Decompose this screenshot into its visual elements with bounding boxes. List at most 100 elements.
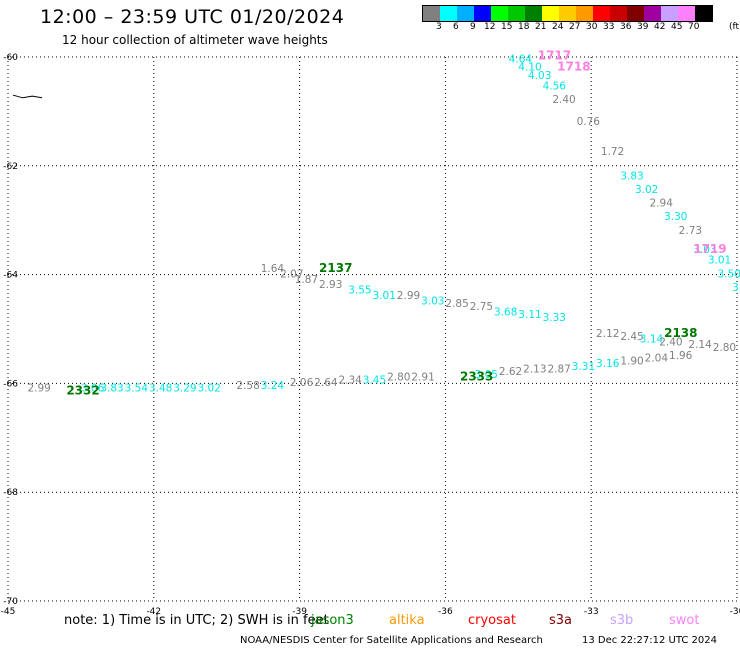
swh-label: 1.87 xyxy=(295,274,318,286)
time-label: 2137 xyxy=(319,261,352,275)
swh-label: 4.10 xyxy=(518,62,541,74)
chart-title: 12:00 – 23:59 UTC 01/20/2024 xyxy=(40,6,345,28)
y-tick-label: -60 xyxy=(3,53,18,63)
sat-jason3: jason3 xyxy=(311,613,354,628)
swh-label: 2.91 xyxy=(411,372,434,384)
sat-s3b: s3b xyxy=(610,613,634,628)
time-label: 2333 xyxy=(460,370,493,384)
swh-label: 3.83 xyxy=(100,383,123,395)
swh-label: 1.96 xyxy=(669,350,693,362)
swh-label: 3.48 xyxy=(149,383,172,395)
swh-label: 1.90 xyxy=(620,355,643,367)
swh-label: 2.14 xyxy=(688,339,712,351)
y-tick-label: -62 xyxy=(3,162,18,172)
swh-label: 2.73 xyxy=(679,225,702,237)
swh-label: 4.64 xyxy=(509,53,533,65)
sat-cryosat: cryosat xyxy=(468,613,516,628)
footer-note: note: 1) Time is in UTC; 2) SWH is in fe… xyxy=(64,613,329,628)
swh-label: 2.85 xyxy=(445,298,468,310)
swh-label: 2.07 xyxy=(280,268,303,280)
swh-label: 3.02 xyxy=(198,383,221,395)
colorbar-tick-label: 18 xyxy=(518,22,530,32)
swh-label: 1.64 xyxy=(261,263,285,275)
time-label: 1717 xyxy=(538,49,571,63)
colorbar-swatch xyxy=(474,6,491,21)
swh-label: 2.04 xyxy=(645,353,669,365)
generated-date: 13 Dec 22:27:12 UTC 2024 xyxy=(582,635,717,646)
colorbar-tick-label: 6 xyxy=(453,22,459,32)
swh-label: 2.40 xyxy=(552,94,575,106)
swh-label: 3.16 xyxy=(596,358,620,370)
colorbar-tick-label: 70 xyxy=(688,22,700,32)
swh-label: 3.83 xyxy=(620,170,643,182)
colorbar-tick-label: 3 xyxy=(436,22,442,32)
time-label: 2332 xyxy=(66,383,99,397)
y-tick-label: -68 xyxy=(3,488,18,498)
swh-label: 3.29 xyxy=(173,383,196,395)
swh-label: 2.99 xyxy=(397,290,420,302)
colorbar-swatch xyxy=(423,6,440,21)
colorbar-tick-label: 21 xyxy=(535,22,547,32)
colorbar-swatch xyxy=(508,6,525,21)
swh-label: 0.76 xyxy=(577,116,601,128)
sat-s3a: s3a xyxy=(549,613,573,628)
swh-label: 2.34 xyxy=(338,374,362,386)
colorbar-swatch xyxy=(491,6,508,21)
swh-label: 2.58 xyxy=(236,380,259,392)
swh-label: 3.55 xyxy=(348,285,371,297)
swh-label: 3.24 xyxy=(261,380,285,392)
colorbar-tick-label: 42 xyxy=(654,22,666,32)
colorbar-tick-label: 24 xyxy=(552,22,564,32)
colorbar-swatch xyxy=(542,6,559,21)
colorbar-swatch xyxy=(610,6,627,21)
colorbar-swatch xyxy=(576,6,593,21)
coastline xyxy=(12,94,43,99)
swh-label: 3.02 xyxy=(635,184,658,196)
sat-swot: swot xyxy=(669,613,700,628)
x-tick-label: -36 xyxy=(438,607,453,617)
swh-label: 2.40 xyxy=(659,336,682,348)
swh-label: 3.33 xyxy=(543,312,566,324)
swh-label: 2.64 xyxy=(314,377,338,389)
swh-label: 3.03 xyxy=(693,244,716,256)
colorbar-tick-label: 36 xyxy=(620,22,632,32)
colorbar-unit: (ft) xyxy=(729,22,740,32)
swh-label: 2.75 xyxy=(470,301,493,313)
y-tick-label: -64 xyxy=(3,271,18,281)
colorbar-swatch xyxy=(593,6,610,21)
swh-label: 3.54 xyxy=(125,383,149,395)
swh-label: 4.56 xyxy=(543,81,567,93)
swh-label: 3.49 xyxy=(732,282,740,294)
sat-altika: altika xyxy=(389,613,425,628)
time-label: 1719 xyxy=(693,242,726,256)
swh-label: 2.80 xyxy=(713,342,736,354)
x-tick-label: -39 xyxy=(292,607,307,617)
swh-label: 4.03 xyxy=(528,70,551,82)
swh-label: 2.99 xyxy=(27,383,50,395)
swh-label: 3.50 xyxy=(718,268,740,280)
chart-subtitle: 12 hour collection of altimeter wave hei… xyxy=(62,33,328,47)
swh-label: 2.87 xyxy=(547,364,570,376)
swh-label: 2.45 xyxy=(620,331,643,343)
y-tick-label: -66 xyxy=(3,379,18,389)
colorbar-swatch xyxy=(678,6,695,21)
colorbar-swatch xyxy=(457,6,474,21)
colorbar-tick-label: 15 xyxy=(501,22,513,32)
x-tick-label: -45 xyxy=(1,607,16,617)
colorbar-tick-label: 30 xyxy=(586,22,598,32)
colorbar-tick-label: 27 xyxy=(569,22,581,32)
swh-label: 2.13 xyxy=(523,364,546,376)
y-tick-label: -70 xyxy=(3,597,18,607)
swh-label: 3.30 xyxy=(664,211,687,223)
colorbar-tick-label: 33 xyxy=(603,22,615,32)
colorbar-swatch xyxy=(525,6,542,21)
colorbar xyxy=(422,5,713,22)
colorbar-swatch xyxy=(627,6,644,21)
colorbar-swatch xyxy=(559,6,576,21)
swh-label: 2.12 xyxy=(596,328,619,340)
x-tick-label: -42 xyxy=(146,607,161,617)
swh-label: 2.94 xyxy=(650,198,674,210)
colorbar-swatch xyxy=(695,6,712,21)
